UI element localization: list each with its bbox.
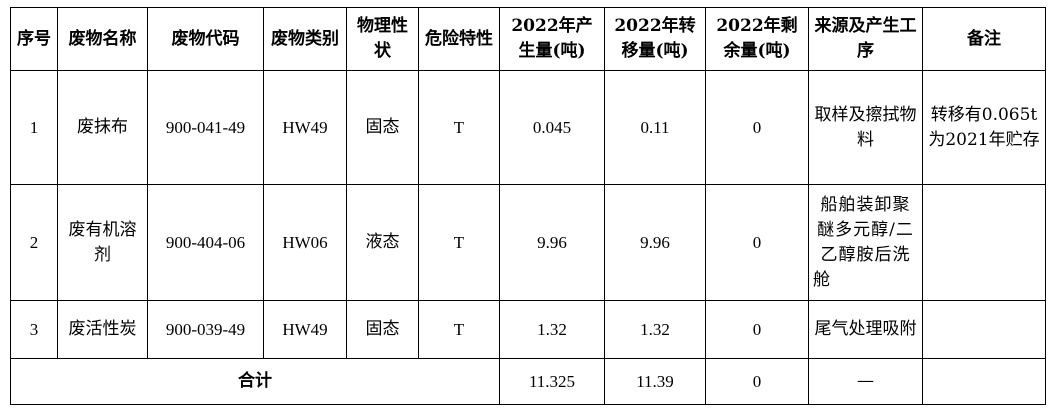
cell-remark [922,184,1046,301]
total-row: 合计 11.325 11.39 0 — [10,358,1046,405]
cell-code: 900-404-06 [147,184,264,301]
table-row: 2 废有机溶剂 900-404-06 HW06 液态 T 9.96 9.96 0… [10,184,1046,301]
header-state: 物理性状 [346,7,419,71]
cell-category: HW06 [263,184,347,301]
cell-remaining: 0 [705,184,809,301]
header-seq: 序号 [10,7,58,71]
cell-seq: 1 [10,70,58,185]
header-remark: 备注 [922,7,1046,71]
hazardous-waste-table: 序号 废物名称 废物代码 废物类别 物理性状 危险特性 2022年产生量(吨) … [10,7,1046,405]
total-label: 合计 [10,358,500,405]
cell-transferred: 0.11 [604,70,706,185]
total-remark [922,358,1046,405]
cell-name: 废活性炭 [57,300,148,359]
cell-state: 液态 [346,184,419,301]
cell-remark [922,300,1046,359]
cell-source: 船舶装卸聚醚多元醇/二乙醇胺后洗舱 [808,184,923,301]
cell-state: 固态 [346,70,419,185]
cell-transferred: 1.32 [604,300,706,359]
cell-code: 900-041-49 [147,70,264,185]
total-source: — [808,358,923,405]
cell-hazard: T [418,300,500,359]
header-hazard: 危险特性 [418,7,500,71]
cell-hazard: T [418,70,500,185]
total-produced: 11.325 [499,358,605,405]
cell-remark: 转移有0.065t为2021年贮存 [922,70,1046,185]
cell-category: HW49 [263,70,347,185]
cell-transferred: 9.96 [604,184,706,301]
cell-seq: 2 [10,184,58,301]
cell-code: 900-039-49 [147,300,264,359]
header-code: 废物代码 [147,7,264,71]
cell-category: HW49 [263,300,347,359]
header-name: 废物名称 [57,7,148,71]
total-remaining: 0 [705,358,809,405]
cell-produced: 9.96 [499,184,605,301]
cell-remaining: 0 [705,70,809,185]
cell-name: 废抹布 [57,70,148,185]
cell-hazard: T [418,184,500,301]
header-transferred: 2022年转移量(吨) [604,7,706,71]
header-remaining: 2022年剩余量(吨) [705,7,809,71]
cell-source: 取样及擦拭物料 [808,70,923,185]
cell-source: 尾气处理吸附 [808,300,923,359]
table-row: 3 废活性炭 900-039-49 HW49 固态 T 1.32 1.32 0 … [10,300,1046,359]
header-category: 废物类别 [263,7,347,71]
header-source: 来源及产生工序 [808,7,923,71]
header-row: 序号 废物名称 废物代码 废物类别 物理性状 危险特性 2022年产生量(吨) … [10,7,1046,71]
cell-state: 固态 [346,300,419,359]
cell-seq: 3 [10,300,58,359]
cell-produced: 1.32 [499,300,605,359]
cell-produced: 0.045 [499,70,605,185]
header-produced: 2022年产生量(吨) [499,7,605,71]
cell-remaining: 0 [705,300,809,359]
cell-name: 废有机溶剂 [57,184,148,301]
table-row: 1 废抹布 900-041-49 HW49 固态 T 0.045 0.11 0 … [10,70,1046,185]
total-transferred: 11.39 [604,358,706,405]
